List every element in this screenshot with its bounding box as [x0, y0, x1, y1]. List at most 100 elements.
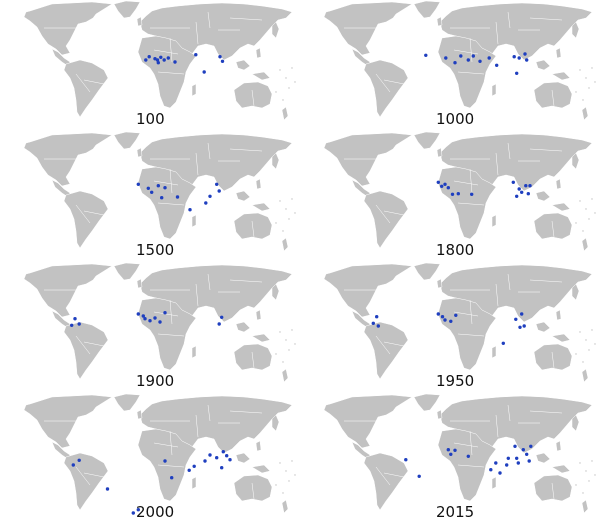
- city-dot: [459, 54, 463, 58]
- land-britain: [136, 278, 143, 289]
- land-australia: [233, 81, 273, 109]
- city-dot: [208, 453, 212, 457]
- city-dot: [505, 463, 509, 467]
- world-map-2000: [23, 393, 296, 515]
- country-border: [157, 464, 185, 468]
- pacific-island: [275, 484, 277, 486]
- city-dot: [173, 60, 177, 64]
- country-border: [375, 335, 391, 355]
- land-britain: [136, 147, 143, 158]
- country-border: [507, 404, 511, 422]
- land-north-america: [23, 394, 113, 449]
- pacific-island: [585, 470, 587, 472]
- land-britain: [436, 278, 443, 289]
- country-border: [229, 148, 263, 152]
- country-border: [495, 21, 499, 45]
- city-dot: [511, 180, 515, 184]
- country-border: [507, 273, 511, 291]
- city-dot: [501, 341, 505, 345]
- city-dot: [163, 311, 167, 315]
- city-dot: [156, 184, 160, 188]
- land-japan: [271, 414, 280, 432]
- country-border: [551, 89, 555, 107]
- city-dot: [443, 318, 447, 322]
- country-border: [551, 482, 555, 500]
- pacific-island: [285, 77, 287, 79]
- pacific-island: [279, 200, 281, 202]
- land-new-guinea: [251, 464, 271, 474]
- land-philippines: [555, 178, 562, 190]
- city-dot: [520, 190, 524, 194]
- city-dot: [371, 321, 375, 325]
- city-dot: [141, 314, 145, 318]
- country-border: [251, 351, 255, 369]
- land-north-america: [23, 263, 113, 318]
- country-border: [251, 220, 255, 238]
- land-north-america: [23, 132, 113, 187]
- land-north-america: [323, 132, 413, 187]
- map-panel-1950: 1950: [300, 262, 600, 393]
- city-dot: [228, 458, 232, 462]
- land-africa: [137, 428, 197, 502]
- land-southeast-asia-islands: [535, 59, 551, 71]
- country-border: [75, 466, 91, 486]
- pacific-island: [285, 470, 287, 472]
- year-label: 1900: [136, 372, 175, 390]
- pacific-island: [288, 480, 290, 482]
- city-dot: [471, 54, 475, 58]
- country-border: [453, 442, 479, 448]
- country-border: [229, 279, 263, 283]
- map-panel-100: 100: [0, 0, 300, 131]
- city-dot: [489, 468, 493, 472]
- country-border: [157, 71, 185, 75]
- country-border: [169, 430, 173, 456]
- city-dot: [495, 63, 499, 67]
- land-madagascar: [191, 345, 197, 359]
- map-panel-1900: 1900: [0, 262, 300, 393]
- city-dot: [156, 61, 160, 65]
- land-japan: [571, 21, 580, 39]
- pacific-island: [282, 361, 284, 363]
- country-border: [375, 73, 391, 93]
- city-dot: [517, 187, 521, 191]
- country-border: [551, 220, 555, 238]
- city-dot: [147, 55, 151, 59]
- city-dot: [71, 463, 76, 467]
- pacific-island: [294, 212, 296, 214]
- world-map-1900: [23, 262, 296, 383]
- pacific-island: [275, 222, 277, 224]
- pacific-island: [288, 87, 290, 89]
- pacific-island: [575, 91, 577, 93]
- land-new-zealand: [281, 106, 289, 121]
- pacific-island: [585, 208, 587, 210]
- country-border: [469, 430, 473, 456]
- land-philippines: [255, 309, 262, 321]
- city-dot: [163, 186, 167, 190]
- pacific-island: [291, 198, 293, 200]
- pacific-island: [575, 484, 577, 486]
- country-border: [207, 404, 211, 422]
- country-border: [529, 279, 563, 283]
- city-dot: [187, 468, 191, 472]
- country-border: [383, 341, 405, 347]
- land-new-guinea: [251, 71, 271, 81]
- country-border: [383, 472, 405, 478]
- pacific-island: [279, 69, 281, 71]
- pacific-island: [282, 492, 284, 494]
- land-new-zealand: [281, 237, 289, 252]
- land-japan: [571, 283, 580, 301]
- country-border: [207, 11, 211, 29]
- city-dot: [456, 192, 460, 196]
- city-dot: [506, 456, 510, 460]
- city-dot: [166, 56, 170, 60]
- land-greenland: [413, 131, 441, 150]
- world-map-100: [23, 0, 296, 121]
- pacific-island: [585, 77, 587, 79]
- land-japan: [271, 283, 280, 301]
- land-new-guinea: [551, 464, 571, 474]
- city-dot: [203, 459, 207, 463]
- city-dot: [404, 458, 408, 462]
- country-border: [251, 482, 255, 500]
- city-dot: [498, 471, 502, 475]
- country-border: [75, 73, 91, 93]
